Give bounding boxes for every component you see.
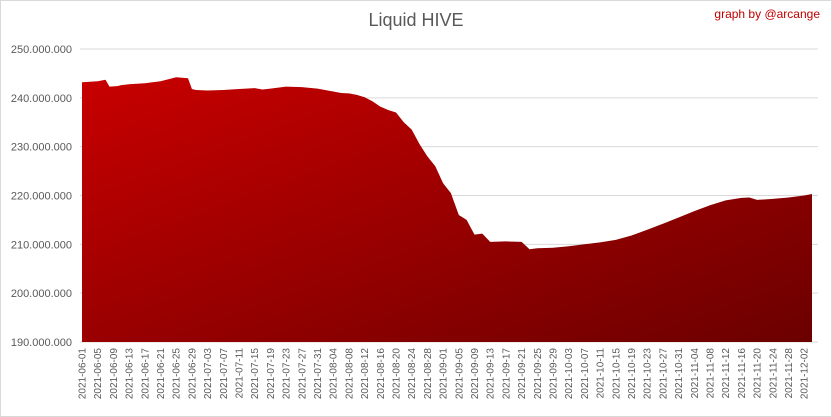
- x-tick-label: 2021-11-16: [737, 348, 748, 399]
- x-tick-label: 2021-08-24: [407, 348, 418, 400]
- y-tick-label: 200.000.000: [11, 288, 72, 300]
- x-tick-label: 2021-09-25: [533, 348, 544, 400]
- x-tick-label: 2021-08-12: [360, 348, 371, 400]
- x-tick-label: 2021-11-04: [690, 348, 701, 399]
- x-tick-label: 2021-10-11: [596, 348, 607, 399]
- x-tick-label: 2021-09-09: [470, 348, 481, 400]
- x-tick-label: 2021-06-29: [187, 348, 198, 400]
- x-tick-label: 2021-06-09: [109, 348, 120, 400]
- y-tick-label: 190.000.000: [11, 337, 72, 349]
- x-tick-label: 2021-07-19: [266, 348, 277, 400]
- x-tick-label: 2021-07-11: [235, 348, 246, 399]
- x-tick-label: 2021-11-24: [768, 348, 779, 399]
- y-axis-ticks: 190.000.000 200.000.000 210.000.000 220.000…: [11, 44, 72, 349]
- x-tick-label: 2021-07-15: [250, 348, 261, 400]
- x-tick-label: 2021-10-31: [674, 348, 685, 400]
- x-tick-label: 2021-06-01: [78, 348, 89, 400]
- x-tick-label: 2021-07-03: [203, 348, 214, 400]
- x-tick-label: 2021-06-17: [140, 348, 151, 400]
- x-tick-label: 2021-07-31: [313, 348, 324, 400]
- y-tick-label: 210.000.000: [11, 239, 72, 251]
- x-tick-label: 2021-09-29: [549, 348, 560, 400]
- x-tick-label: 2021-11-28: [784, 348, 795, 399]
- x-tick-label: 2021-09-13: [486, 348, 497, 400]
- x-tick-label: 2021-08-16: [376, 348, 387, 400]
- x-tick-label: 2021-08-20: [392, 348, 403, 400]
- x-tick-label: 2021-06-25: [172, 348, 183, 400]
- x-tick-label: 2021-07-23: [282, 348, 293, 400]
- x-tick-label: 2021-06-13: [125, 348, 136, 400]
- x-tick-label: 2021-07-07: [219, 348, 230, 400]
- x-tick-label: 2021-11-12: [721, 348, 732, 399]
- x-tick-label: 2021-09-17: [501, 348, 512, 400]
- y-tick-label: 250.000.000: [11, 44, 72, 56]
- chart-title: Liquid HIVE: [368, 10, 464, 30]
- x-tick-label: 2021-10-15: [611, 348, 622, 400]
- x-tick-label: 2021-09-01: [439, 348, 450, 400]
- x-tick-label: 2021-07-27: [297, 348, 308, 400]
- x-tick-label: 2021-11-20: [753, 348, 764, 399]
- x-tick-label: 2021-10-03: [564, 348, 575, 400]
- x-tick-label: 2021-10-27: [658, 348, 669, 400]
- y-tick-label: 230.000.000: [11, 142, 72, 154]
- x-tick-label: 2021-10-23: [643, 348, 654, 400]
- x-tick-label: 2021-08-04: [329, 348, 340, 400]
- x-tick-label: 2021-08-28: [423, 348, 434, 400]
- y-tick-label: 220.000.000: [11, 191, 72, 203]
- x-tick-label: 2021-08-08: [344, 348, 355, 400]
- x-tick-label: 2021-10-19: [627, 348, 638, 400]
- x-tick-label: 2021-09-05: [454, 348, 465, 400]
- x-tick-label: 2021-10-07: [580, 348, 591, 400]
- x-tick-label: 2021-06-21: [156, 348, 167, 400]
- y-tick-label: 240.000.000: [11, 93, 72, 105]
- x-tick-label: 2021-11-08: [706, 348, 717, 399]
- x-tick-label: 2021-09-21: [517, 348, 528, 400]
- liquid-hive-area: [82, 77, 812, 343]
- x-tick-label: 2021-06-05: [93, 348, 104, 400]
- credit-label: graph by @arcange: [714, 7, 820, 21]
- x-tick-label: 2021-12-02: [800, 348, 811, 400]
- x-axis-ticks: 2021-06-01 2021-06-05 2021-06-09 2021-06-13…: [78, 348, 811, 400]
